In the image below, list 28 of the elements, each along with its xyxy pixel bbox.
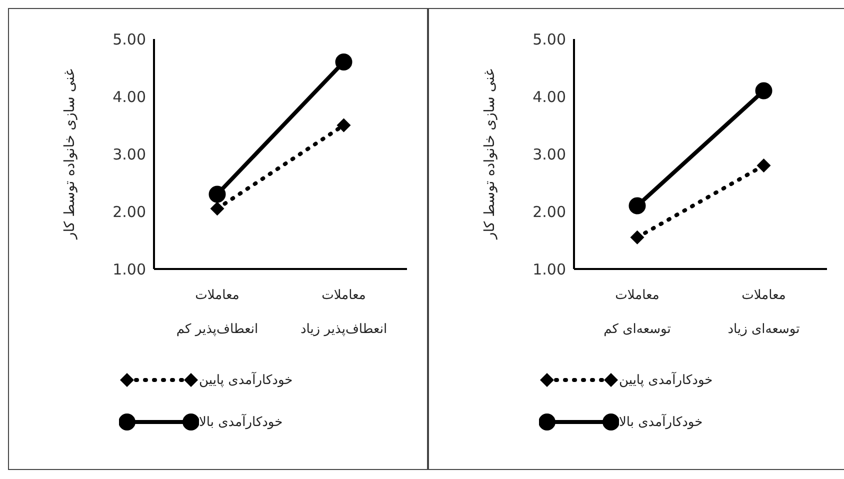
- point: [756, 158, 771, 172]
- y-tick-label: 3.00: [112, 145, 146, 164]
- point: [210, 202, 224, 216]
- y-tick-label: 4.00: [532, 88, 566, 106]
- legend-label: خودکارآمدی پایین: [199, 372, 293, 388]
- legend-label: خودکارآمدی پایین: [619, 372, 713, 388]
- y-tick-label: 5.00: [532, 30, 566, 48]
- y-tick-label: 5.00: [112, 30, 146, 48]
- category-label: معاملات انعطاف‌پذیر کم: [176, 288, 258, 337]
- y-tick-label: 2.00: [532, 202, 566, 221]
- legend-label: خودکارآمدی بالا: [619, 414, 703, 430]
- point: [208, 186, 226, 203]
- y-axis-title: غنی سازی خانواده توسط کار: [482, 68, 498, 240]
- category-label: معاملات انعطاف‌پذیر زیاد: [300, 288, 388, 337]
- point: [630, 230, 644, 244]
- y-tick-label: 4.00: [112, 88, 146, 106]
- y-tick-label: 2.00: [112, 202, 146, 221]
- category-label: معاملات توسعه‌ای کم: [604, 288, 671, 337]
- point: [755, 82, 772, 100]
- y-tick-label: 1.00: [532, 260, 566, 278]
- category-label: معاملات توسعه‌ای زیاد: [728, 288, 800, 337]
- point: [628, 197, 646, 214]
- legend-label: خودکارآمدی بالا: [199, 414, 283, 430]
- y-tick-label: 1.00: [112, 260, 146, 278]
- y-tick-label: 3.00: [532, 145, 566, 164]
- point: [336, 118, 351, 132]
- point: [335, 54, 352, 70]
- y-axis-title: غنی سازی خانواده توسط کار: [62, 68, 78, 240]
